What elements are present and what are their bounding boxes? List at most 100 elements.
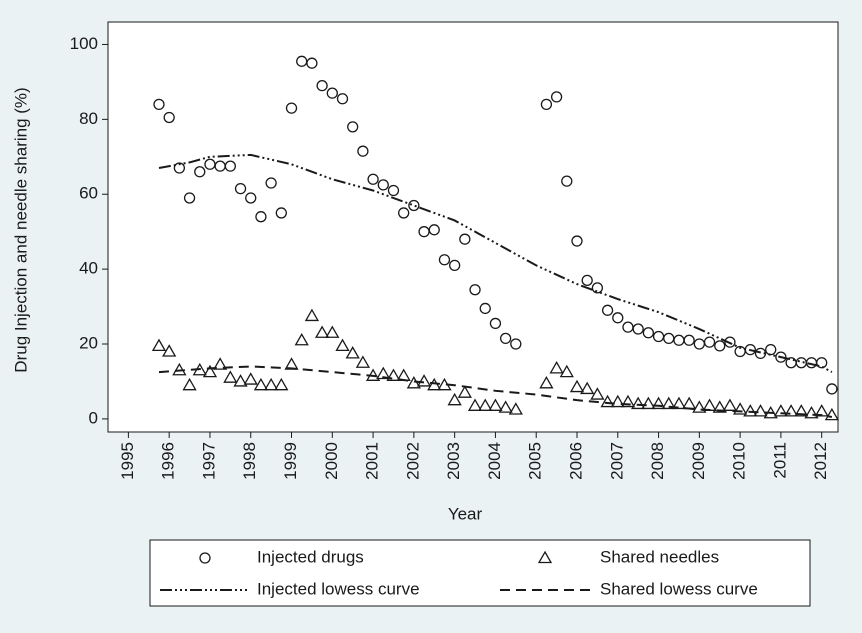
x-axis-title: Year xyxy=(448,504,483,523)
data-point xyxy=(600,394,615,408)
data-point xyxy=(428,224,440,236)
data-point xyxy=(714,340,726,352)
data-point xyxy=(314,325,330,338)
x-tick-label: 1995 xyxy=(118,442,137,480)
data-point xyxy=(651,396,666,410)
data-point xyxy=(620,394,636,408)
data-point xyxy=(459,233,471,245)
data-point xyxy=(224,160,236,172)
data-point xyxy=(151,338,167,352)
x-tick-label: 1996 xyxy=(159,442,178,480)
x-tick-label: 2002 xyxy=(403,442,422,480)
x-tick-label: 2007 xyxy=(607,442,626,480)
data-point xyxy=(335,338,350,352)
data-point xyxy=(510,338,522,350)
data-point xyxy=(661,396,676,410)
data-point xyxy=(794,404,809,417)
data-point xyxy=(498,400,513,413)
data-point xyxy=(508,402,523,415)
data-point xyxy=(641,396,656,410)
data-point xyxy=(457,385,472,398)
data-point xyxy=(285,102,298,114)
y-tick-label: 40 xyxy=(79,259,98,278)
data-point xyxy=(469,284,481,296)
y-tick-label: 100 xyxy=(70,34,98,53)
data-point xyxy=(631,396,646,410)
x-tick-label: 2008 xyxy=(648,442,667,480)
x-tick-label: 2000 xyxy=(322,442,341,480)
x-tick-label: 2011 xyxy=(770,442,789,479)
x-tick-label: 2004 xyxy=(485,442,504,480)
data-point xyxy=(632,323,644,335)
data-point xyxy=(345,346,360,359)
data-point xyxy=(488,398,503,411)
data-point xyxy=(386,368,401,381)
y-tick-label: 20 xyxy=(79,333,98,352)
data-point xyxy=(826,383,838,395)
data-point xyxy=(561,175,573,187)
data-point xyxy=(478,398,493,411)
x-tick-label: 1997 xyxy=(199,442,218,480)
data-point xyxy=(489,317,502,330)
data-point xyxy=(408,199,420,212)
data-point xyxy=(253,377,269,391)
data-point xyxy=(591,282,604,294)
plot-area xyxy=(107,21,839,433)
data-point xyxy=(336,93,349,105)
data-point xyxy=(733,402,748,415)
data-point xyxy=(549,361,564,374)
data-point xyxy=(162,344,177,357)
data-point xyxy=(540,98,553,111)
data-point xyxy=(243,372,258,385)
data-point xyxy=(377,179,389,191)
data-point xyxy=(775,351,787,363)
legend-box xyxy=(149,539,811,607)
y-tick-label: 80 xyxy=(79,109,98,128)
data-point xyxy=(816,357,828,369)
data-point xyxy=(642,327,655,339)
data-point xyxy=(326,87,338,99)
data-point xyxy=(265,177,277,189)
data-point xyxy=(601,304,614,316)
data-point xyxy=(612,312,624,324)
data-point xyxy=(550,91,563,103)
data-point xyxy=(294,332,309,346)
legend-label: Injected drugs xyxy=(257,547,364,566)
lowess-line xyxy=(158,365,833,419)
data-point xyxy=(255,211,267,223)
data-point xyxy=(264,377,279,391)
data-point xyxy=(569,379,585,393)
y-tick-label: 0 xyxy=(89,408,98,427)
data-point xyxy=(773,404,789,417)
data-point xyxy=(325,325,340,338)
x-tick-label: 2009 xyxy=(689,442,708,480)
x-tick-label: 1998 xyxy=(240,442,259,480)
data-point xyxy=(804,405,819,419)
x-tick-label: 2001 xyxy=(363,442,382,480)
data-point xyxy=(703,336,716,348)
data-point xyxy=(153,98,165,111)
data-point xyxy=(479,302,491,315)
data-point xyxy=(539,376,554,389)
data-point xyxy=(724,336,736,348)
data-point xyxy=(245,192,257,204)
data-point xyxy=(712,400,727,413)
data-point xyxy=(367,173,379,185)
lowess-line xyxy=(158,153,833,373)
legend-label: Shared lowess curve xyxy=(600,579,758,598)
data-point xyxy=(306,57,318,69)
data-point xyxy=(447,392,462,406)
data-point xyxy=(467,398,483,411)
data-point xyxy=(357,145,369,157)
data-point xyxy=(387,184,400,197)
data-point xyxy=(590,387,605,400)
data-point xyxy=(213,357,228,370)
data-point xyxy=(183,192,196,204)
data-point xyxy=(610,394,625,408)
data-point xyxy=(234,182,247,195)
y-tick-label: 60 xyxy=(79,184,98,203)
x-tick-label: 2003 xyxy=(444,442,463,480)
data-point xyxy=(275,207,287,219)
data-point xyxy=(355,355,371,368)
